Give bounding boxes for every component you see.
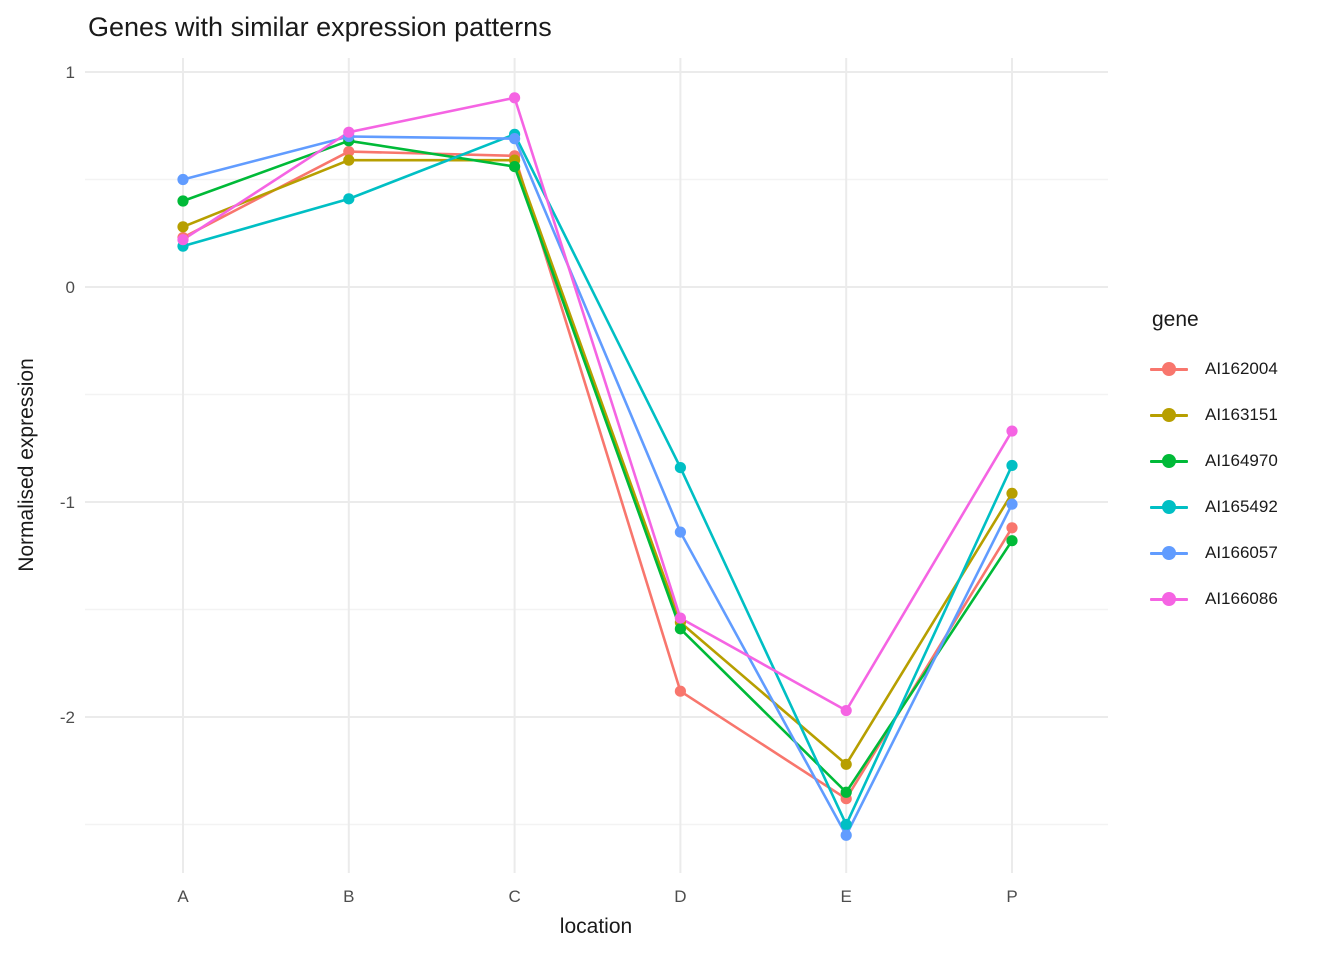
data-point-AI162004-D — [674, 685, 687, 697]
x-tick-label: C — [508, 887, 520, 906]
series-line-AI163151 — [182, 158, 1014, 767]
data-point-AI162004-B — [343, 145, 355, 158]
data-point-AI166057-E — [840, 829, 852, 841]
series-line-AI165492 — [182, 132, 1014, 828]
data-point-AI165492-B — [343, 193, 355, 205]
data-point-AI165492-P — [1006, 459, 1018, 472]
data-point-AI166086-A — [177, 234, 189, 246]
series-line-AI166057 — [182, 135, 1014, 839]
legend-item-AI166086: AI166086 — [1150, 576, 1278, 622]
data-point-AI164970-P — [1006, 535, 1018, 547]
data-point-AI166057-P — [1006, 498, 1018, 510]
legend-key-icon — [1150, 498, 1188, 516]
legend-item-AI164970: AI164970 — [1150, 438, 1278, 484]
data-point-AI166086-B — [343, 126, 355, 138]
data-point-AI162004-P — [1006, 522, 1018, 534]
legend-title: gene — [1152, 308, 1199, 331]
x-tick-label: D — [674, 887, 686, 906]
legend-items: AI162004 AI163151 AI164970 AI165492 AI166057… — [1150, 346, 1278, 622]
legend-label: AI162004 — [1205, 359, 1278, 378]
y-tick-label: -2 — [60, 708, 75, 727]
data-point-AI166086-D — [674, 612, 687, 624]
data-point-AI163151-P — [1006, 487, 1018, 499]
y-tick-label: 1 — [66, 63, 75, 82]
y-tick-label: 0 — [66, 278, 75, 297]
legend-key-icon — [1150, 544, 1188, 562]
data-point-AI164970-C — [508, 161, 521, 173]
legend-key-icon — [1150, 406, 1188, 424]
data-point-AI166086-C — [508, 92, 521, 104]
data-point-AI164970-D — [674, 623, 687, 635]
legend-label: AI166057 — [1205, 543, 1278, 562]
legend-item-AI163151: AI163151 — [1150, 392, 1278, 438]
data-point-AI163151-A — [177, 221, 189, 233]
x-tick-label: A — [177, 887, 189, 906]
x-axis-title: location — [559, 915, 633, 938]
legend-label: AI164970 — [1205, 451, 1278, 470]
legend-key-icon — [1150, 452, 1188, 470]
data-point-AI165492-D — [674, 462, 687, 474]
legend-label: AI163151 — [1205, 405, 1278, 424]
x-tick-label: B — [343, 887, 354, 906]
data-point-AI166057-C — [508, 133, 521, 145]
legend-label: AI165492 — [1205, 497, 1278, 516]
series-line-AI166086 — [182, 96, 1014, 713]
data-point-AI166057-A — [177, 173, 189, 186]
data-point-AI164970-E — [840, 786, 852, 798]
y-tick-label: -1 — [60, 493, 75, 512]
x-tick-label: P — [1006, 887, 1017, 906]
data-point-AI165492-E — [840, 818, 852, 831]
chart-title: Genes with similar expression patterns — [88, 12, 552, 42]
series-line-AI162004 — [182, 150, 1014, 801]
legend-item-AI166057: AI166057 — [1150, 530, 1278, 576]
legend-label: AI166086 — [1205, 589, 1278, 608]
legend-key-icon — [1150, 590, 1188, 608]
legend-item-AI162004: AI162004 — [1150, 346, 1278, 392]
data-point-AI166086-P — [1006, 425, 1018, 437]
legend-key-icon — [1150, 360, 1188, 378]
x-tick-label: E — [841, 887, 852, 906]
data-point-AI166057-D — [674, 526, 687, 538]
data-point-AI164970-A — [177, 195, 189, 207]
data-point-AI163151-E — [840, 758, 852, 770]
data-point-AI163151-B — [343, 154, 355, 166]
legend-item-AI165492: AI165492 — [1150, 484, 1278, 530]
legend: gene AI162004 AI163151 AI164970 AI165492 AI1… — [1150, 308, 1278, 622]
data-point-AI166086-E — [840, 704, 852, 717]
